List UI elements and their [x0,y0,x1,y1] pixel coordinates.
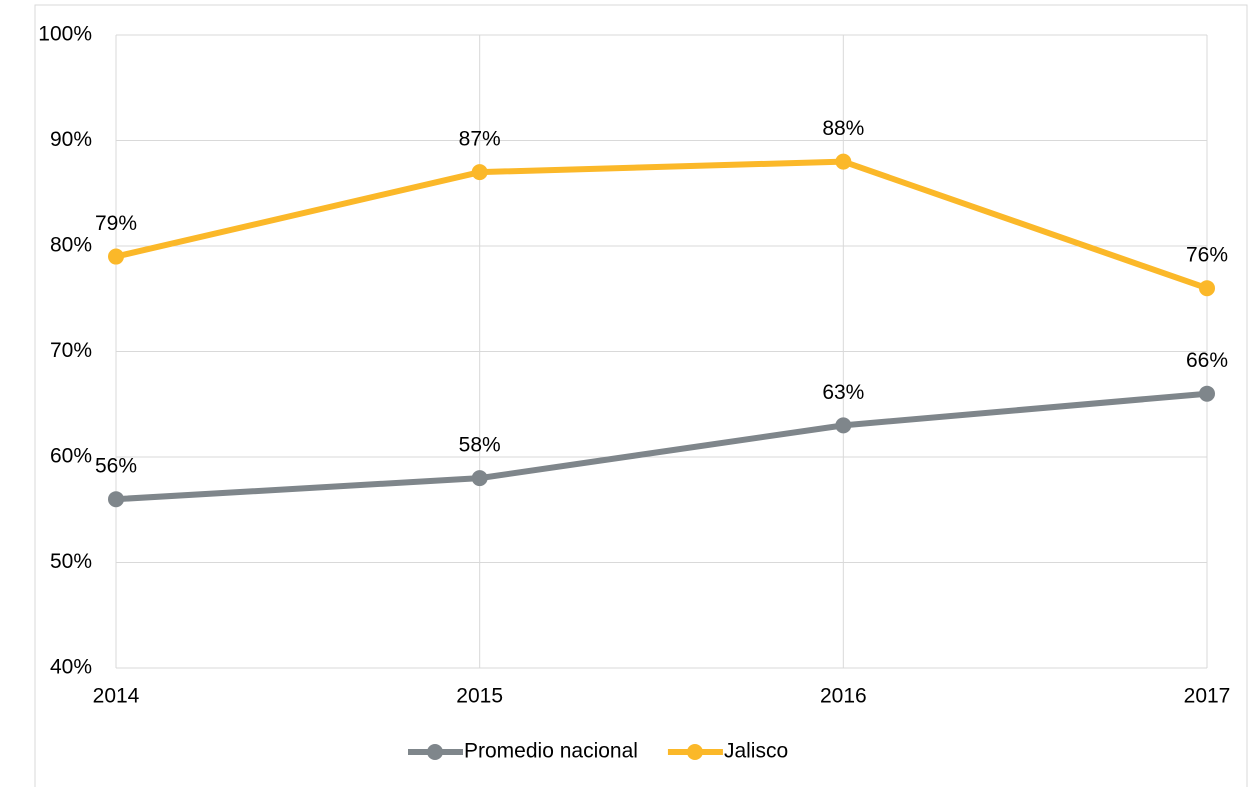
x-tick-label: 2017 [1184,685,1231,708]
data-label: 76% [1186,244,1228,267]
y-tick-label: 50% [50,550,92,573]
point [835,417,852,434]
y-tick-label: 40% [50,656,92,679]
legend-marker [686,744,703,760]
data-label: 63% [822,381,864,404]
y-tick-label: 70% [50,339,92,362]
x-tick-label: 2016 [820,685,867,708]
x-tick-label: 2014 [93,685,140,708]
y-tick-label: 80% [50,234,92,257]
series-line [115,158,1208,292]
y-tick-label: 90% [50,128,92,151]
data-label: 66% [1186,349,1228,372]
point [471,470,488,487]
point [108,491,124,508]
point [1199,385,1215,402]
data-label: 58% [459,434,501,457]
y-tick-label: 60% [50,445,92,468]
legend-marker [427,744,443,760]
point [835,153,852,170]
data-label: 56% [95,455,137,478]
data-label: 88% [822,117,864,140]
x-tick-label: 2015 [456,685,503,708]
point [108,248,124,265]
legend-label: Jalisco [724,740,788,763]
point [1199,280,1215,297]
chart-border [34,4,1248,787]
data-label: 87% [459,128,501,151]
data-label: 79% [95,212,137,235]
point [471,164,488,181]
legend-label: Promedio nacional [464,740,638,763]
y-tick-label: 100% [38,23,92,46]
series-line [115,390,1208,503]
